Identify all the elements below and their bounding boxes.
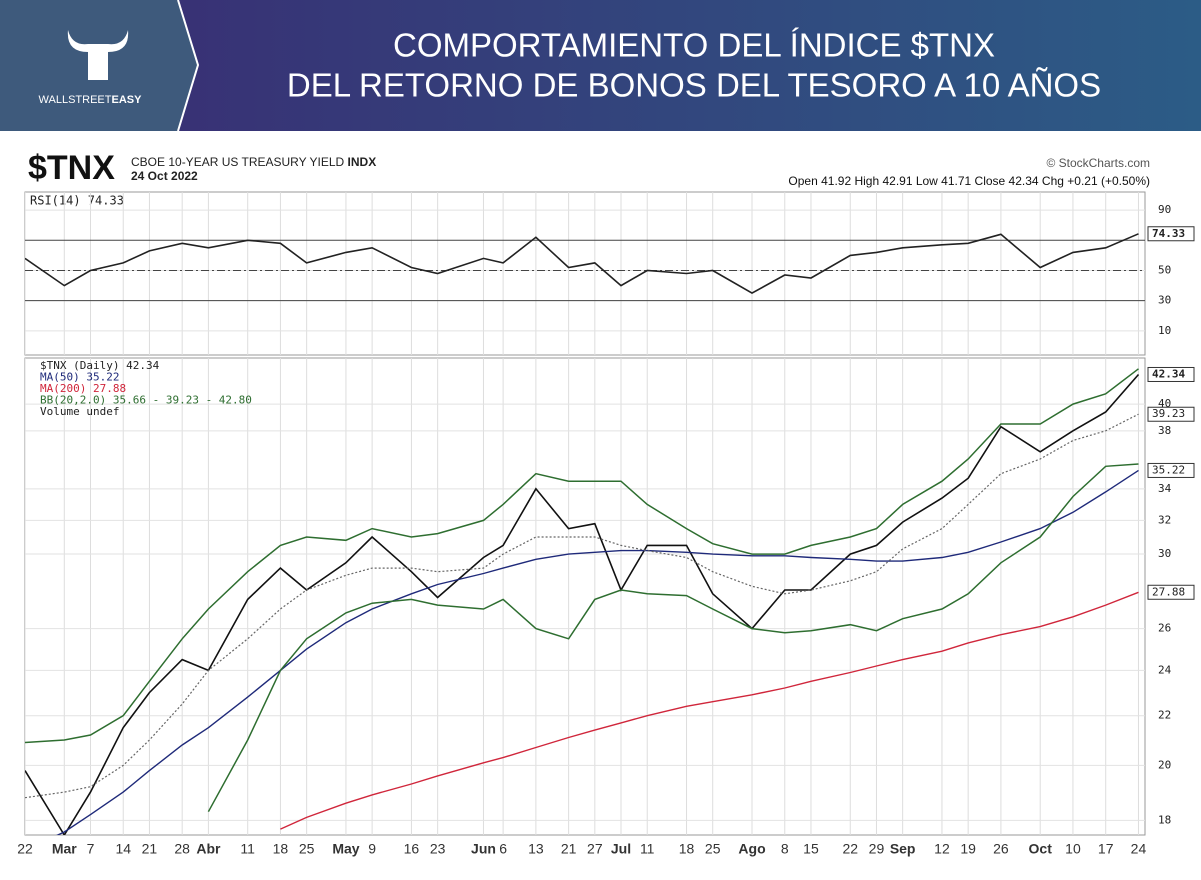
x-tick-label: 28 <box>174 841 190 857</box>
series-line <box>280 591 1139 830</box>
rsi-title: RSI(14) 74.33 <box>30 194 124 208</box>
y-tick-label: 24 <box>1158 663 1172 676</box>
series-line <box>25 233 1139 295</box>
legend-entry: MA(50) 35.22 <box>40 371 119 384</box>
x-tick-label: 22 <box>842 841 858 857</box>
value-tag <box>1147 406 1195 422</box>
brand: WALLSTREETEASY <box>39 94 143 106</box>
x-tick-label: 29 <box>869 841 885 857</box>
x-tick-label: 19 <box>960 841 976 857</box>
value-tag-label: 27.88 <box>1152 585 1185 598</box>
legend-note: Volume undef <box>40 405 119 418</box>
legend-entry: MA(200) 27.88 <box>40 382 126 395</box>
y-tick-label: 38 <box>1158 424 1171 437</box>
y-tick-label: 20 <box>1158 758 1171 771</box>
credit: © StockCharts.com <box>1046 156 1150 170</box>
x-tick-label: 25 <box>299 841 315 857</box>
x-tick-label: 17 <box>1098 841 1114 857</box>
x-tick-label: 7 <box>87 841 95 857</box>
y-tick-label: 22 <box>1158 709 1171 722</box>
quote: Open 41.92 High 42.91 Low 41.71 Close 42… <box>788 174 1150 188</box>
logo-icon <box>67 30 129 80</box>
value-tag-label: 42.34 <box>1152 367 1185 380</box>
panel <box>25 192 1145 355</box>
symbol: $TNX <box>28 149 115 187</box>
x-tick-label: Jul <box>611 841 631 857</box>
legend-entry: $TNX (Daily) 42.34 <box>40 359 160 372</box>
x-tick-label: Sep <box>890 841 916 857</box>
value-tag-label: 35.22 <box>1152 463 1185 476</box>
series-line <box>25 373 1140 835</box>
y-tick-label: 30 <box>1158 294 1171 307</box>
series-line <box>56 469 1139 835</box>
x-tick-label: 16 <box>404 841 420 857</box>
brand-bold: EASY <box>111 94 142 106</box>
x-tick-label: 14 <box>115 841 131 857</box>
x-tick-label: May <box>332 841 359 857</box>
name-text: CBOE 10-YEAR US TREASURY YIELD <box>131 155 345 169</box>
x-tick-label: Oct <box>1029 841 1053 857</box>
x-tick-label: 8 <box>781 841 789 857</box>
brand-text: WALLSTREET <box>39 94 112 106</box>
value-tag <box>1147 462 1195 478</box>
y-tick-label: 30 <box>1158 547 1171 560</box>
x-tick-label: 10 <box>1065 841 1081 857</box>
x-tick-label: 21 <box>142 841 158 857</box>
x-tick-label: Abr <box>196 841 221 857</box>
series-line <box>207 463 1139 813</box>
title-line: COMPORTAMIENTO DEL ÍNDICE $TNX <box>393 27 995 64</box>
x-tick-label: 26 <box>993 841 1009 857</box>
y-tick-label: 50 <box>1158 263 1171 276</box>
x-tick-label: 21 <box>561 841 577 857</box>
x-tick-label: 18 <box>273 841 289 857</box>
value-tag-label: 74.33 <box>1152 227 1185 240</box>
exchange: INDX <box>348 155 377 169</box>
x-tick-label: 11 <box>640 841 655 857</box>
y-tick-label: 34 <box>1158 482 1172 495</box>
panel <box>25 358 1145 835</box>
value-tag <box>1147 366 1195 382</box>
logo-divider <box>177 0 200 132</box>
x-tick-label: Jun <box>471 841 496 857</box>
value-tag <box>1147 584 1195 600</box>
x-tick-label: 9 <box>368 841 376 857</box>
price-frame <box>24 357 1146 836</box>
security-name: CBOE 10-YEAR US TREASURY YIELD INDX <box>131 155 376 169</box>
x-tick-label: Ago <box>738 841 765 857</box>
y-tick-label: 32 <box>1158 513 1171 526</box>
x-tick-label: 11 <box>240 841 255 857</box>
value-tag <box>1147 226 1195 242</box>
title-line: DEL RETORNO DE BONOS DEL TESORO A 10 AÑO… <box>287 67 1101 104</box>
x-tick-label: 6 <box>499 841 507 857</box>
x-tick-label: 22 <box>17 841 33 857</box>
x-tick-label: 27 <box>587 841 603 857</box>
x-tick-label: 18 <box>679 841 695 857</box>
series-line <box>25 413 1139 799</box>
legend-entry: BB(20,2.0) 35.66 - 39.23 - 42.80 <box>40 394 252 407</box>
x-tick-label: 25 <box>705 841 721 857</box>
x-tick-label: Mar <box>52 841 77 857</box>
x-tick-label: 23 <box>430 841 446 857</box>
y-tick-label: 10 <box>1158 324 1171 337</box>
x-tick-label: 15 <box>803 841 819 857</box>
x-tick-label: 24 <box>1131 841 1147 857</box>
chart-date: 24 Oct 2022 <box>131 169 198 183</box>
series-line <box>25 368 1139 744</box>
y-tick-label: 18 <box>1158 813 1171 826</box>
x-tick-label: 12 <box>934 841 950 857</box>
y-tick-label: 90 <box>1158 203 1171 216</box>
y-tick-label: 26 <box>1158 622 1171 635</box>
banner <box>0 0 1201 131</box>
value-tag-label: 39.23 <box>1152 407 1185 420</box>
x-tick-label: 13 <box>528 841 544 857</box>
